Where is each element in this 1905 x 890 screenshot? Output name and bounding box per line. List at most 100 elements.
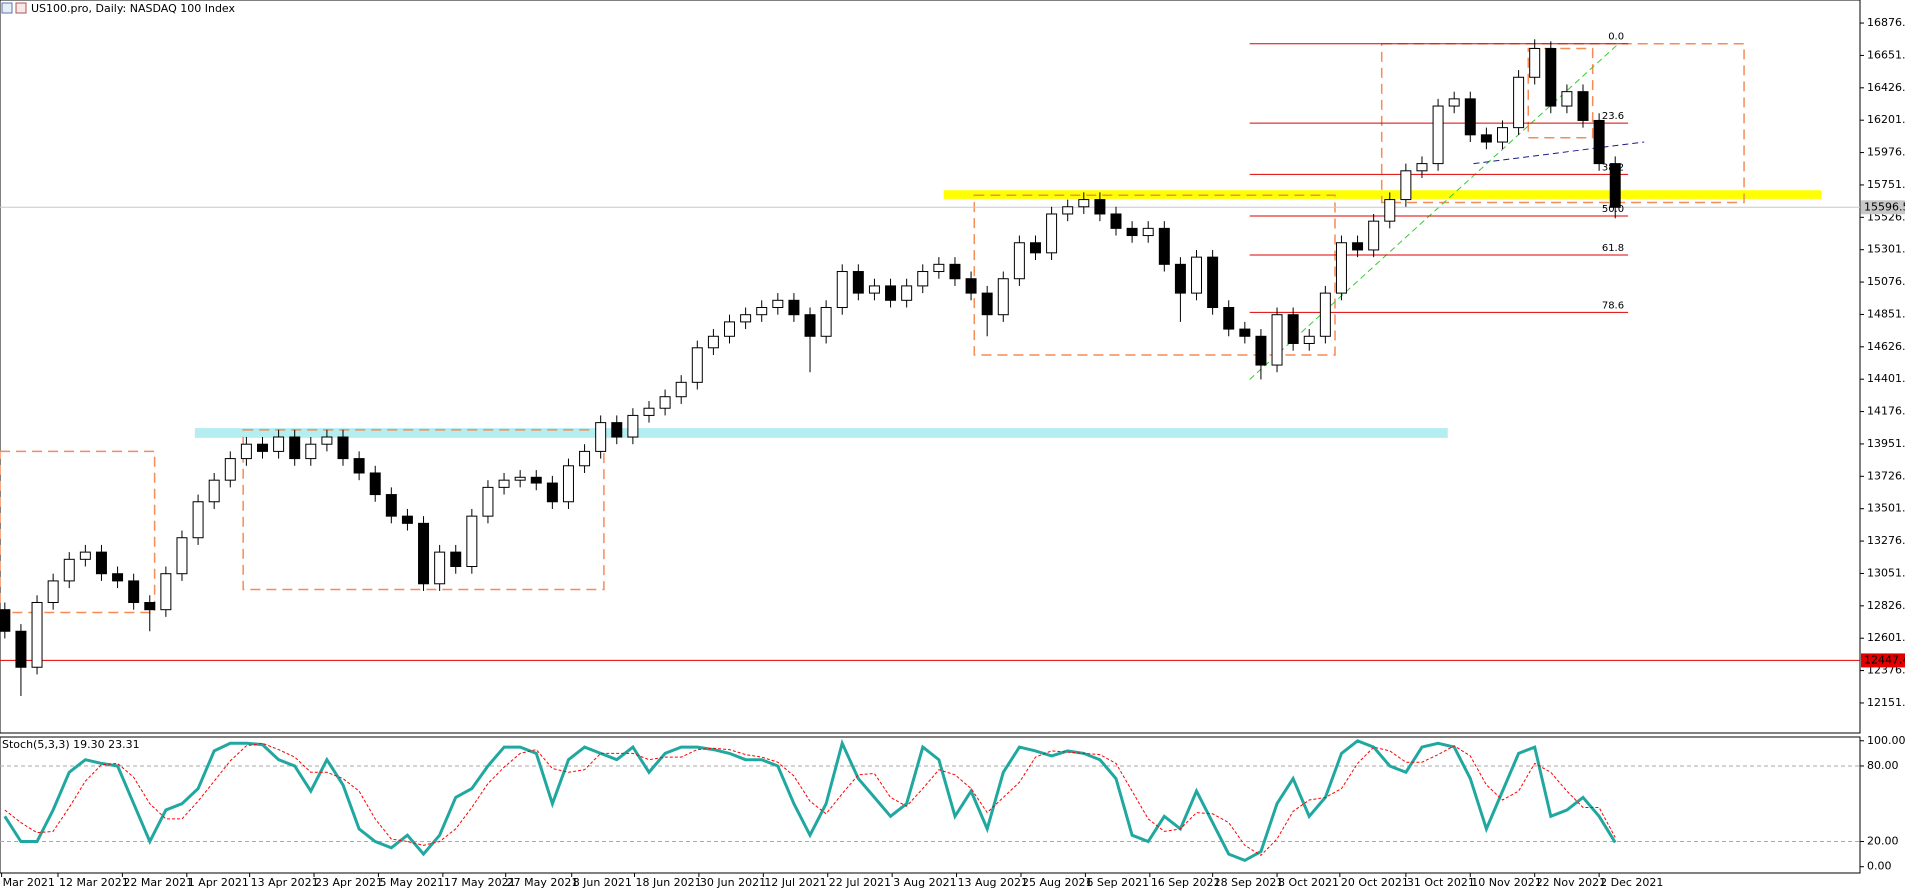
candle-body	[675, 381, 687, 398]
candle-body	[1174, 263, 1186, 294]
trend-line	[1473, 141, 1645, 165]
candle-body	[321, 436, 333, 445]
x-tick-label: 17 May 2021	[444, 876, 516, 889]
candle-body	[965, 278, 977, 294]
candle-body	[482, 486, 494, 517]
candle-body	[659, 396, 671, 409]
candle-body	[740, 314, 752, 323]
candle-body	[1094, 199, 1106, 215]
x-tick-label: 31 Oct 2021	[1407, 876, 1475, 889]
candle-body	[1545, 47, 1557, 107]
y-tick-label: 16426.8	[1867, 81, 1905, 94]
candle-body	[224, 458, 236, 481]
candle-body	[160, 573, 172, 611]
x-tick-label: 2 Dec 2021	[1600, 876, 1663, 889]
y-tick-label: 20.00	[1867, 835, 1899, 848]
y-tick-label: 12601.8	[1867, 631, 1905, 644]
y-tick-label: 0.00	[1867, 860, 1892, 873]
candle-body	[1287, 314, 1299, 344]
candle-body	[852, 271, 864, 294]
candle-body	[595, 422, 607, 452]
indicator-value: 23.31	[108, 738, 140, 751]
y-tick-label: 14176.8	[1867, 405, 1905, 418]
candle-body	[643, 407, 655, 416]
candle-body	[868, 285, 880, 294]
x-tick-label: 16 Sep 2021	[1151, 876, 1221, 889]
x-tick-label: 22 Mar 2021	[123, 876, 193, 889]
candle-body	[337, 436, 349, 460]
candle-body	[305, 443, 317, 460]
candle-body	[1207, 256, 1219, 309]
box	[242, 429, 605, 591]
y-tick-label: 12826.8	[1867, 599, 1905, 612]
candle-body	[1335, 242, 1347, 294]
candle-body	[756, 307, 768, 316]
x-tick-label: 28 Sep 2021	[1214, 876, 1284, 889]
candle-body	[514, 476, 526, 481]
candle-body	[1158, 227, 1170, 265]
chart-title: US100.pro, Daily: NASDAQ 100 Index	[31, 2, 236, 15]
x-tick-label: 22 Jul 2021	[829, 876, 891, 889]
candle-body	[981, 292, 993, 316]
candle-body	[1368, 220, 1380, 251]
y-tick-label: 15301.8	[1867, 243, 1905, 256]
candle-body	[289, 436, 301, 460]
candle-body	[1448, 98, 1460, 107]
candle-body	[1593, 119, 1605, 165]
candle-body	[176, 537, 188, 575]
price-tag-label: 15596.5	[1864, 200, 1905, 213]
candle-body	[804, 314, 816, 337]
candle-body	[257, 443, 268, 452]
candle-body	[0, 609, 11, 632]
candle-body	[1046, 213, 1058, 254]
candle-body	[1029, 242, 1041, 254]
candle-body	[273, 436, 285, 452]
candle-body	[546, 482, 558, 503]
x-tick-label: 23 Apr 2021	[315, 876, 383, 889]
candle-body	[1142, 227, 1154, 237]
candle-body	[885, 285, 897, 301]
candle-body	[1480, 134, 1492, 143]
candle-body	[1062, 206, 1074, 215]
y-tick-label: 12151.8	[1867, 696, 1905, 709]
candle-body	[450, 551, 462, 568]
y-tick-label: 16651.8	[1867, 48, 1905, 61]
price-tag-label: 12447.4	[1864, 653, 1905, 666]
candle-body	[997, 278, 1009, 316]
fib-label: 0.0	[1608, 32, 1624, 43]
candle-body	[401, 515, 413, 524]
x-tick-label: 3 Aug 2021	[893, 876, 956, 889]
zone	[943, 190, 1822, 199]
price-tag	[1861, 200, 1905, 215]
candle-body	[627, 414, 639, 438]
box	[1527, 47, 1594, 139]
candle-body	[1432, 105, 1444, 165]
x-tick-label: 13 Aug 2021	[958, 876, 1028, 889]
trend-line	[1249, 43, 1619, 380]
y-tick-label: 14401.8	[1867, 372, 1905, 385]
candle-body	[1416, 163, 1428, 172]
x-tick-label: 8 Oct 2021	[1278, 876, 1339, 889]
candle-body	[1464, 98, 1476, 136]
candle-body	[933, 263, 945, 273]
candle-body	[208, 479, 220, 503]
candle-body	[691, 347, 703, 383]
candle-body	[1352, 242, 1364, 251]
stoch-line	[3, 738, 1617, 863]
x-tick-label: 13 Apr 2021	[251, 876, 319, 889]
candle-body	[369, 472, 381, 496]
fib-label: 50.0	[1602, 204, 1624, 215]
candle-body	[1577, 91, 1589, 121]
candle-body	[1271, 314, 1283, 366]
candle-body	[1384, 199, 1396, 222]
candle-body	[579, 450, 591, 467]
candle-body	[128, 580, 140, 603]
stoch-header: Stoch(5,3,3) 19.30 23.31	[2, 738, 140, 751]
candle-body	[836, 271, 848, 309]
box	[973, 194, 1336, 356]
candle-body	[1223, 307, 1235, 330]
y-tick-label: 16201.8	[1867, 113, 1905, 126]
candle-body	[917, 271, 929, 287]
y-tick-label: 100.00	[1867, 734, 1905, 747]
